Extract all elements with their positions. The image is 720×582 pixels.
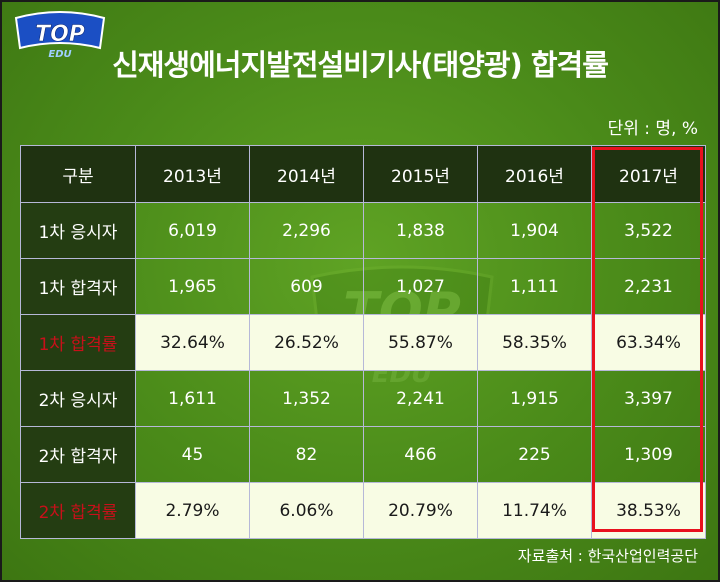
table-row-rate: 2차 합격률 2.79% 6.06% 20.79% 11.74% 38.53% [20, 482, 706, 539]
row-label: 2차 응시자 [20, 370, 136, 427]
table-cell: 225 [477, 426, 592, 483]
table-cell: 3,522 [591, 202, 706, 259]
table-cell: 82 [249, 426, 364, 483]
column-header-year: 2017년 [591, 145, 706, 203]
table-cell: 1,965 [135, 258, 250, 315]
table-cell: 45 [135, 426, 250, 483]
table-cell: 2,231 [591, 258, 706, 315]
row-label: 2차 합격률 [20, 482, 136, 539]
table-cell: 63.34% [591, 314, 706, 371]
table-cell: 1,352 [249, 370, 364, 427]
column-header-year: 2014년 [249, 145, 364, 203]
table-row: 1차 합격자 1,965 609 1,027 1,111 2,231 [20, 258, 706, 315]
column-header-year: 2013년 [135, 145, 250, 203]
table-row-rate: 1차 합격률 32.64% 26.52% 55.87% 58.35% 63.34% [20, 314, 706, 371]
table-cell: 2,296 [249, 202, 364, 259]
column-header-category: 구분 [20, 145, 136, 203]
column-header-year: 2016년 [477, 145, 592, 203]
table-cell: 609 [249, 258, 364, 315]
logo-main-text: TOP [35, 22, 85, 47]
table-cell: 1,611 [135, 370, 250, 427]
table-cell: 11.74% [477, 482, 592, 539]
table-cell: 20.79% [363, 482, 478, 539]
table-cell: 466 [363, 426, 478, 483]
page-title: 신재생에너지발전설비기사(태양광) 합격률 [112, 48, 609, 82]
table-cell: 38.53% [591, 482, 706, 539]
table-cell: 3,397 [591, 370, 706, 427]
table-cell: 1,027 [363, 258, 478, 315]
table-cell: 55.87% [363, 314, 478, 371]
table-cell: 32.64% [135, 314, 250, 371]
table-header-row: 구분 2013년 2014년 2015년 2016년 2017년 [20, 145, 706, 203]
row-label: 1차 합격자 [20, 258, 136, 315]
pass-rate-table: 구분 2013년 2014년 2015년 2016년 2017년 1차 응시자 6,019 2… [20, 145, 706, 539]
source-note: 자료출처 : 한국산업인력공단 [517, 547, 698, 565]
top-edu-logo: TOP EDU [14, 11, 106, 60]
table-cell: 6,019 [135, 202, 250, 259]
table-cell: 58.35% [477, 314, 592, 371]
table-cell: 1,309 [591, 426, 706, 483]
row-label: 1차 응시자 [20, 202, 136, 259]
table-row: 1차 응시자 6,019 2,296 1,838 1,904 3,522 [20, 202, 706, 259]
table-cell: 2,241 [363, 370, 478, 427]
table-cell: 1,111 [477, 258, 592, 315]
table-cell: 1,915 [477, 370, 592, 427]
table-row: 2차 합격자 45 82 466 225 1,309 [20, 426, 706, 483]
logo-sub-text: EDU [48, 49, 71, 60]
row-label: 1차 합격률 [20, 314, 136, 371]
table-row: 2차 응시자 1,611 1,352 2,241 1,915 3,397 [20, 370, 706, 427]
table-cell: 1,838 [363, 202, 478, 259]
table-cell: 6.06% [249, 482, 364, 539]
table-cell: 1,904 [477, 202, 592, 259]
table-cell: 26.52% [249, 314, 364, 371]
column-header-year: 2015년 [363, 145, 478, 203]
unit-label: 단위 : 명, % [607, 119, 698, 139]
row-label: 2차 합격자 [20, 426, 136, 483]
table-body: 1차 응시자 6,019 2,296 1,838 1,904 3,522 1차 합격자 1,9… [20, 202, 706, 539]
table-cell: 2.79% [135, 482, 250, 539]
